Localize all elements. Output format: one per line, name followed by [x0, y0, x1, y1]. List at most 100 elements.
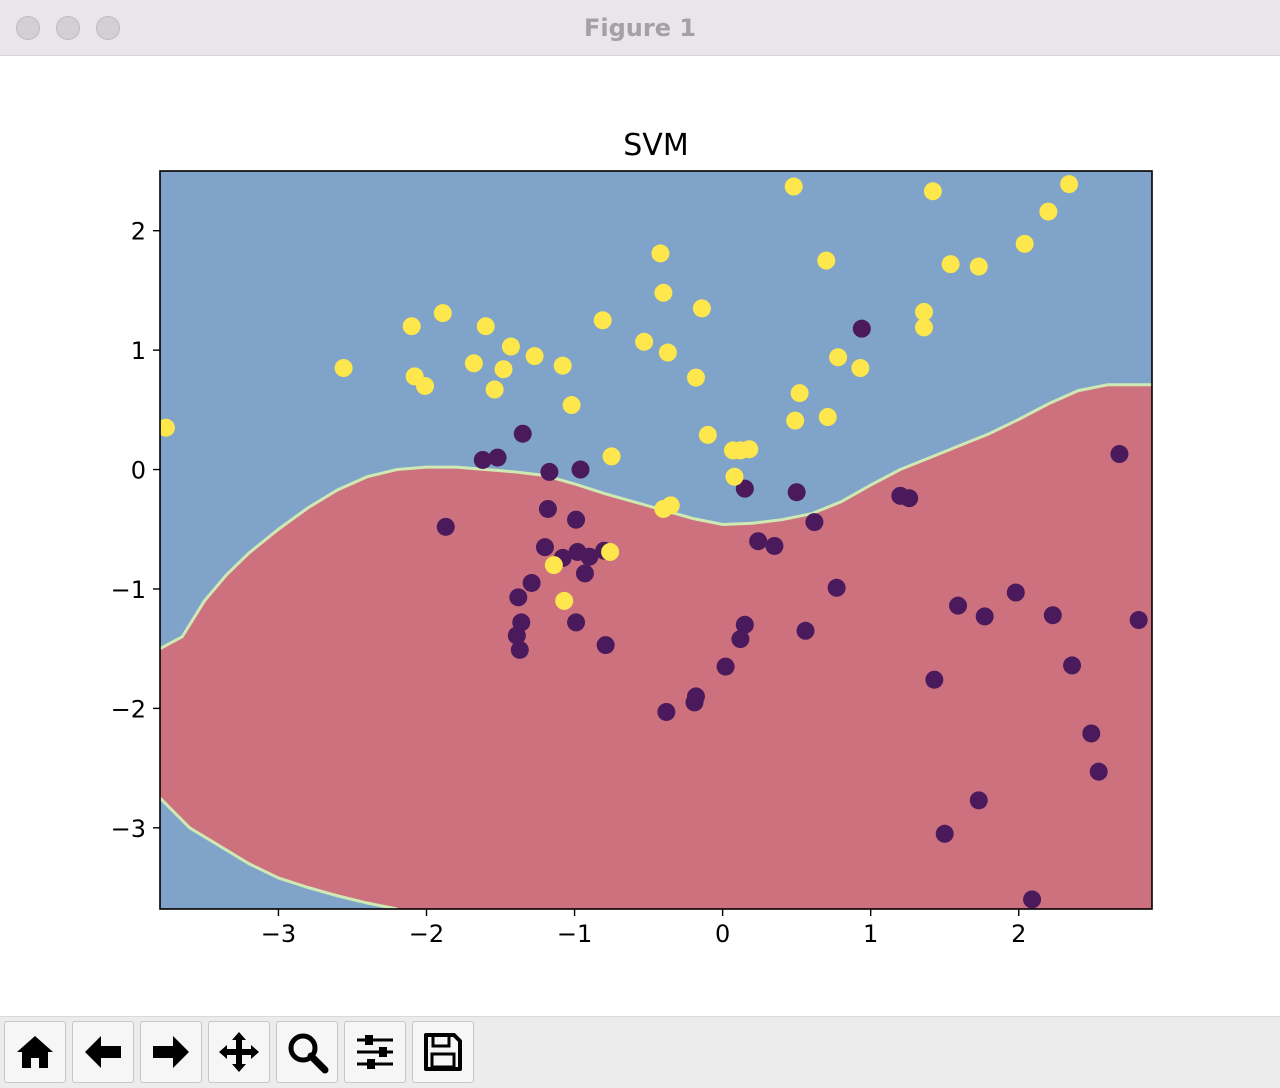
plot-frame: [159, 170, 1153, 910]
data-point-class-1: [818, 408, 837, 426]
data-point-class-0: [735, 479, 754, 498]
decision-boundary-lower: [160, 796, 398, 909]
data-point-class-1: [661, 496, 680, 515]
magnifier-icon: [288, 1033, 329, 1074]
configure-subplots-button[interactable]: [344, 1021, 406, 1083]
data-point-class-1: [602, 447, 621, 466]
data-point-class-1: [817, 251, 836, 270]
data-point-class-0: [1089, 762, 1108, 781]
data-point-class-1: [658, 343, 677, 362]
data-point-class-1: [851, 359, 870, 378]
data-point-class-1: [654, 283, 673, 302]
svm-chart[interactable]: SVM −3 −2 −1 0 1 2 −3 −2 −1 0 1 2: [0, 57, 1280, 1015]
x-tick-label: −1: [557, 920, 592, 948]
data-point-class-0: [513, 424, 532, 443]
forward-button[interactable]: [140, 1021, 202, 1083]
data-point-class-1: [160, 418, 175, 437]
data-point-class-0: [509, 588, 528, 607]
data-point-class-1: [416, 376, 435, 395]
save-button[interactable]: [412, 1021, 474, 1083]
home-icon: [17, 1036, 53, 1068]
data-point-class-1: [553, 356, 572, 375]
data-point-class-1: [593, 311, 612, 330]
data-point-class-0: [1110, 445, 1129, 464]
y-tick-label: −3: [111, 815, 146, 843]
data-point-class-1: [692, 299, 711, 318]
data-point-class-0: [765, 536, 784, 555]
arrow-right-icon: [153, 1036, 189, 1068]
y-tick-label: 0: [131, 457, 146, 485]
data-point-class-0: [567, 510, 586, 529]
data-point-class-1: [698, 425, 717, 444]
figure-canvas[interactable]: SVM −3 −2 −1 0 1 2 −3 −2 −1 0 1 2: [0, 57, 1280, 1015]
y-tick-label: 1: [131, 337, 146, 365]
region-class-0: [160, 384, 1152, 909]
data-point-class-0: [1006, 583, 1025, 602]
data-point-class-0: [716, 657, 735, 676]
data-point-class-0: [436, 517, 455, 536]
x-tick-label: 1: [863, 920, 878, 948]
data-point-class-0: [473, 450, 492, 469]
data-point-class-1: [923, 182, 942, 201]
data-point-class-1: [555, 591, 574, 610]
data-point-class-0: [685, 693, 704, 712]
data-point-class-1: [651, 244, 670, 263]
data-point-class-1: [464, 354, 483, 373]
data-point-class-0: [1129, 611, 1148, 630]
pan-button[interactable]: [208, 1021, 270, 1083]
data-point-class-1: [725, 467, 744, 486]
data-point-class-0: [1023, 890, 1042, 909]
data-point-class-1: [941, 255, 960, 274]
data-point-class-0: [969, 791, 988, 810]
data-point-class-1: [784, 177, 803, 196]
data-point-class-1: [686, 368, 705, 387]
chart-title: SVM: [623, 128, 688, 163]
zoom-button[interactable]: [276, 1021, 338, 1083]
data-point-class-0: [735, 615, 754, 634]
data-point-class-1: [544, 556, 563, 575]
data-point-class-1: [402, 317, 421, 336]
y-tick-label: −2: [111, 695, 146, 723]
data-point-class-1: [562, 396, 581, 415]
zoom-window-button[interactable]: [96, 16, 120, 40]
home-button[interactable]: [4, 1021, 66, 1083]
data-point-class-1: [334, 359, 353, 378]
back-button[interactable]: [72, 1021, 134, 1083]
data-point-class-0: [949, 596, 968, 615]
data-point-class-0: [731, 630, 750, 649]
data-point-class-1: [601, 542, 620, 561]
data-point-class-0: [522, 573, 541, 592]
floppy-disk-icon: [424, 1033, 462, 1071]
data-point-class-0: [796, 621, 815, 640]
data-point-class-1: [476, 317, 495, 336]
data-point-class-1: [433, 304, 452, 323]
arrow-left-icon: [85, 1036, 121, 1068]
data-point-class-0: [580, 547, 599, 566]
data-point-class-0: [535, 538, 554, 557]
data-point-class-0: [1043, 606, 1062, 625]
data-point-class-1: [914, 318, 933, 337]
y-tick-label: −1: [111, 576, 146, 604]
data-point-class-0: [925, 670, 944, 689]
data-point-class-1: [786, 411, 805, 430]
data-point-class-1: [494, 360, 513, 379]
x-tick-label: −3: [261, 920, 296, 948]
window-titlebar: Figure 1: [0, 0, 1280, 56]
data-point-class-0: [571, 460, 590, 479]
data-point-class-0: [1063, 656, 1082, 675]
y-tick-label: 2: [131, 218, 146, 246]
x-tick-label: 0: [715, 920, 730, 948]
data-point-class-0: [510, 640, 529, 659]
data-point-class-0: [900, 489, 919, 508]
minimize-window-button[interactable]: [56, 16, 80, 40]
close-window-button[interactable]: [16, 16, 40, 40]
data-point-class-1: [790, 384, 809, 403]
data-point-class-1: [969, 257, 988, 276]
data-point-class-0: [827, 578, 846, 597]
navigation-toolbar: [0, 1016, 1280, 1088]
data-point-class-0: [575, 564, 594, 583]
data-point-class-0: [538, 499, 557, 518]
data-point-class-0: [935, 824, 954, 843]
data-point-class-1: [914, 302, 933, 321]
sliders-icon: [357, 1035, 393, 1069]
